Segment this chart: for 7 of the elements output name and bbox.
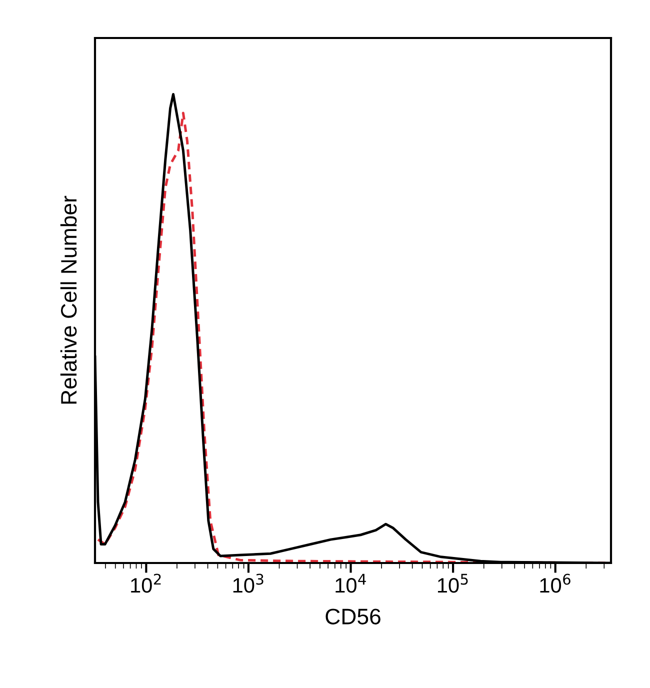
- x-tick-label: 10$^{3}$: [233, 574, 264, 593]
- x-tick-label: 10$^{6}$: [540, 574, 570, 593]
- x-tick-label: 10$^{5}$: [438, 574, 468, 593]
- x-tick-label: 10$^{4}$: [336, 574, 366, 593]
- x-tick-label: 10$^{2}$: [131, 574, 161, 593]
- x-axis-title: CD56: [326, 608, 380, 624]
- y-axis-title: Relative Cell Number: [60, 196, 77, 404]
